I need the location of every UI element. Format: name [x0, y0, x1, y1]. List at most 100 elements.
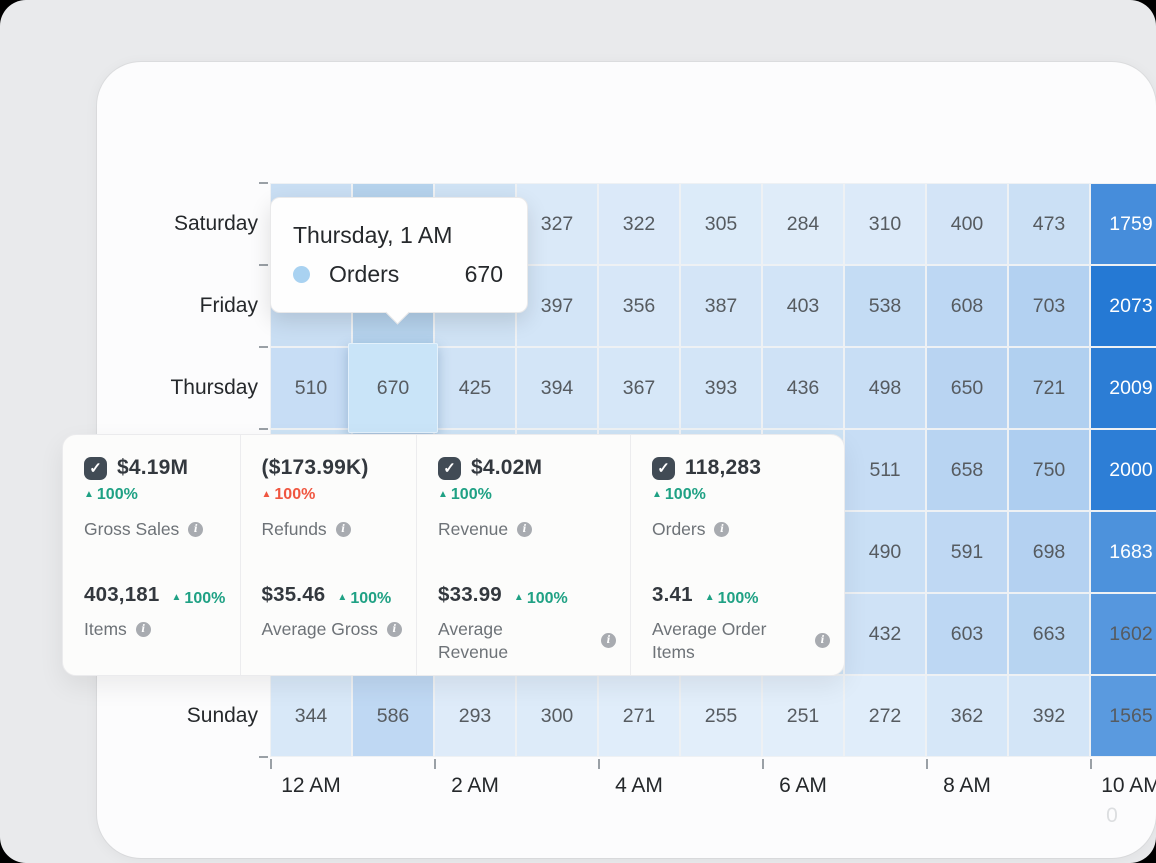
heatmap-cell[interactable]: 393	[680, 347, 762, 429]
metrics-column: ✓ $4.19M ▲ 100% Gross Sales i 403,181 ▲ 100% Item…	[63, 435, 240, 675]
metric-label-row: Average Gross i	[262, 618, 403, 641]
metric-card-revenue[interactable]: ✓ $4.02M ▲ 100% Revenue i	[417, 435, 630, 565]
metric-label-row: Gross Sales i	[84, 518, 228, 541]
heatmap-cell[interactable]: 327	[516, 183, 598, 265]
heatmap-cell[interactable]: 300	[516, 675, 598, 757]
metric-value-row: ✓ $4.02M	[438, 456, 618, 480]
metric-value-row: ✓ $4.19M	[84, 456, 228, 480]
heatmap-cell[interactable]: 322	[598, 183, 680, 265]
metric-card-gross-sales[interactable]: ✓ $4.19M ▲ 100% Gross Sales i	[63, 435, 240, 565]
heatmap-cell[interactable]: 310	[844, 183, 926, 265]
heatmap-cell[interactable]: 663	[1008, 593, 1090, 675]
metric-card-average-revenue[interactable]: $33.99 ▲ 100% Average Revenue i	[417, 565, 630, 664]
heatmap-cell[interactable]: 284	[762, 183, 844, 265]
metric-checkbox-checked-icon[interactable]: ✓	[438, 456, 461, 480]
metric-value: $4.19M	[117, 456, 189, 479]
y-axis-tick	[259, 182, 268, 184]
delta-value: 100%	[184, 589, 226, 607]
heatmap-cell[interactable]: 425	[434, 347, 516, 429]
heatmap-cell[interactable]: 670	[348, 343, 438, 433]
metric-value-row: 403,181 ▲ 100%	[84, 583, 226, 608]
axis-origin-label: 0	[1106, 804, 1118, 827]
tooltip-series-label: Orders	[329, 261, 400, 287]
heatmap-cell[interactable]: 2073	[1090, 265, 1156, 347]
info-icon[interactable]: i	[386, 621, 402, 637]
metric-card-orders[interactable]: ✓ 118,283 ▲ 100% Orders i	[631, 435, 844, 565]
heatmap-cell[interactable]: 392	[1008, 675, 1090, 757]
heatmap-cell[interactable]: 586	[352, 675, 434, 757]
tooltip-title: Thursday, 1 AM	[293, 222, 453, 248]
heatmap-cell[interactable]: 356	[598, 265, 680, 347]
x-axis-label: 2 AM	[451, 774, 499, 797]
heatmap-cell[interactable]: 293	[434, 675, 516, 757]
x-axis-tick	[270, 759, 272, 769]
info-icon[interactable]: i	[335, 522, 351, 537]
heatmap-cell[interactable]: 362	[926, 675, 1008, 757]
heatmap-cell[interactable]: 608	[926, 265, 1008, 347]
heatmap-cell[interactable]: 511	[844, 429, 926, 511]
heatmap-cell[interactable]: 2000	[1090, 429, 1156, 511]
delta-value: 100%	[350, 589, 392, 607]
y-axis-tick	[259, 428, 268, 430]
metric-value-row: $35.46 ▲ 100%	[262, 583, 403, 608]
heatmap-cell[interactable]: 490	[844, 511, 926, 593]
metric-checkbox-checked-icon[interactable]: ✓	[84, 456, 107, 480]
metric-label-row: Items i	[84, 618, 226, 641]
metrics-column: ✓ 118,283 ▲ 100% Orders i 3.41 ▲ 100% Average Ord…	[630, 435, 844, 675]
heatmap-cell[interactable]: 698	[1008, 511, 1090, 593]
heatmap-cell[interactable]: 658	[926, 429, 1008, 511]
metric-value-row: ✓ 118,283	[652, 456, 832, 480]
heatmap-cell[interactable]: 397	[516, 265, 598, 347]
metrics-column: ($173.99K) ▲ 100% Refunds i $35.46 ▲ 100% Averag…	[239, 435, 417, 675]
metric-value: 403,181	[84, 583, 160, 606]
delta-value: 100%	[664, 486, 706, 503]
info-icon[interactable]: i	[601, 633, 616, 648]
metric-label: Average Revenue	[438, 618, 509, 662]
info-icon[interactable]: i	[714, 522, 730, 537]
heatmap-cell[interactable]: 703	[1008, 265, 1090, 347]
heatmap-cell[interactable]: 394	[516, 347, 598, 429]
metric-value-row: $33.99 ▲ 100%	[438, 583, 616, 608]
metric-card-average-gross[interactable]: $35.46 ▲ 100% Average Gross i	[241, 565, 417, 641]
info-icon[interactable]: i	[188, 522, 204, 537]
heatmap-cell[interactable]: 650	[926, 347, 1008, 429]
metric-label: Refunds	[261, 519, 327, 539]
heatmap-cell[interactable]: 591	[926, 511, 1008, 593]
heatmap-cell[interactable]: 251	[762, 675, 844, 757]
heatmap-cell[interactable]: 255	[680, 675, 762, 757]
heatmap-cell[interactable]: 538	[844, 265, 926, 347]
heatmap-cell[interactable]: 2009	[1090, 347, 1156, 429]
heatmap-cell[interactable]: 387	[680, 265, 762, 347]
heatmap-cell[interactable]: 473	[1008, 183, 1090, 265]
heatmap-cell[interactable]: 1602	[1090, 593, 1156, 675]
heatmap-cell[interactable]: 367	[598, 347, 680, 429]
series-dot-icon	[293, 266, 310, 283]
info-icon[interactable]: i	[517, 522, 533, 537]
heatmap-cell[interactable]: 432	[844, 593, 926, 675]
heatmap-cell[interactable]: 510	[270, 347, 352, 429]
heatmap-cell[interactable]: 400	[926, 183, 1008, 265]
heatmap-cell[interactable]: 498	[844, 347, 926, 429]
heatmap-cell[interactable]: 305	[680, 183, 762, 265]
heatmap-cell[interactable]: 721	[1008, 347, 1090, 429]
metric-card-refunds[interactable]: ($173.99K) ▲ 100% Refunds i	[241, 435, 417, 565]
heatmap-cell[interactable]: 1683	[1090, 511, 1156, 593]
metric-card-average-order-items[interactable]: 3.41 ▲ 100% Average Order Items i	[631, 565, 844, 664]
heatmap-cell[interactable]: 1759	[1090, 183, 1156, 265]
heatmap-cell[interactable]: 344	[270, 675, 352, 757]
delta-badge: ▲ 100%	[514, 590, 568, 608]
info-icon[interactable]: i	[815, 633, 830, 648]
metric-label: Gross Sales	[84, 519, 180, 539]
heatmap-cell[interactable]: 436	[762, 347, 844, 429]
delta-up-icon: ▲	[84, 488, 94, 500]
delta-badge: ▲ 100%	[337, 590, 391, 608]
heatmap-cell[interactable]: 603	[926, 593, 1008, 675]
metric-checkbox-checked-icon[interactable]: ✓	[652, 456, 675, 480]
heatmap-cell[interactable]: 272	[844, 675, 926, 757]
heatmap-cell[interactable]: 403	[762, 265, 844, 347]
heatmap-cell[interactable]: 271	[598, 675, 680, 757]
info-icon[interactable]: i	[135, 621, 151, 637]
metric-card-items[interactable]: 403,181 ▲ 100% Items i	[63, 565, 240, 641]
heatmap-cell[interactable]: 1565	[1090, 675, 1156, 757]
heatmap-cell[interactable]: 750	[1008, 429, 1090, 511]
